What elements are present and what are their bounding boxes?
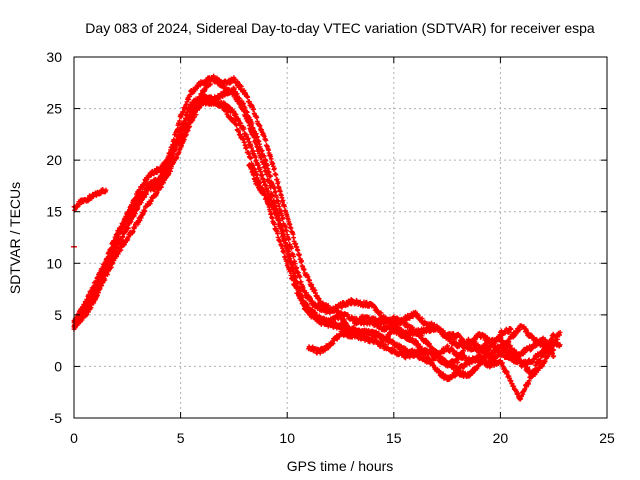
- data-point: [268, 173, 274, 179]
- data-point: [339, 304, 345, 310]
- data-point: [279, 195, 285, 201]
- data-point: [299, 258, 304, 264]
- data-point: [245, 94, 251, 100]
- data-point: [245, 135, 251, 141]
- data-point: [120, 234, 126, 240]
- data-point: [175, 126, 180, 132]
- data-point: [545, 354, 551, 359]
- data-point: [161, 174, 167, 180]
- data-point: [177, 118, 182, 124]
- data-point: [294, 265, 300, 271]
- data-point: [164, 167, 170, 173]
- data-point: [287, 268, 293, 274]
- data-point: [105, 272, 110, 277]
- data-point: [351, 324, 357, 330]
- data-points: [71, 73, 563, 402]
- data-point: [241, 126, 247, 132]
- data-point: [234, 122, 239, 128]
- data-point: [249, 120, 255, 126]
- data-point: [171, 137, 177, 143]
- data-point: [261, 153, 267, 159]
- data-point: [180, 110, 186, 116]
- data-point: [280, 215, 286, 221]
- data-point: [244, 145, 250, 151]
- data-point: [108, 250, 114, 256]
- data-point: [248, 155, 254, 161]
- data-point: [251, 106, 257, 112]
- data-point: [289, 245, 294, 251]
- data-point: [317, 350, 323, 356]
- data-point: [179, 128, 185, 134]
- data-point: [159, 178, 165, 184]
- data-point: [274, 176, 280, 182]
- data-point: [281, 249, 287, 255]
- data-point: [291, 254, 296, 259]
- data-point: [193, 112, 199, 118]
- data-point: [263, 138, 269, 143]
- data-point: [238, 120, 244, 126]
- data-point: [557, 342, 563, 348]
- data-point: [290, 276, 296, 282]
- data-point: [508, 326, 514, 332]
- data-point: [177, 132, 183, 138]
- data-point: [292, 261, 298, 267]
- data-point: [378, 310, 384, 316]
- data-point: [228, 80, 234, 86]
- data-point: [279, 228, 285, 234]
- data-point: [102, 267, 108, 273]
- data-point: [102, 277, 108, 283]
- data-point: [286, 237, 292, 243]
- series-track-7: [306, 326, 514, 383]
- data-point: [284, 246, 290, 252]
- data-point: [288, 260, 294, 265]
- data-point: [293, 285, 299, 291]
- series-track-1: [71, 186, 109, 213]
- data-point: [551, 353, 557, 359]
- data-point: [274, 194, 279, 200]
- data-point: [555, 336, 560, 342]
- data-point: [275, 179, 281, 185]
- data-point: [133, 206, 139, 212]
- series-track-6: [71, 93, 557, 373]
- data-point: [483, 344, 489, 349]
- data-point: [551, 333, 557, 338]
- data-point: [297, 252, 302, 257]
- data-point: [167, 161, 173, 167]
- data-point: [273, 172, 279, 178]
- data-point: [542, 343, 548, 349]
- data-point: [244, 132, 250, 138]
- data-point: [504, 369, 510, 375]
- data-point: [130, 229, 136, 234]
- data-point: [422, 351, 428, 357]
- data-point: [254, 134, 260, 140]
- data-point: [272, 165, 277, 171]
- data-point: [142, 208, 148, 214]
- data-point: [108, 265, 114, 270]
- data-point: [208, 81, 213, 87]
- data-point: [284, 258, 290, 264]
- series-track-8: [246, 162, 277, 213]
- data-point: [330, 341, 336, 347]
- data-point: [225, 109, 230, 115]
- data-point: [266, 169, 272, 175]
- data-point: [557, 329, 563, 335]
- data-point: [88, 298, 94, 304]
- data-point: [272, 222, 277, 227]
- data-point: [299, 297, 304, 302]
- data-point: [232, 86, 237, 92]
- data-point: [125, 225, 131, 231]
- data-point: [175, 139, 180, 145]
- data-point: [297, 274, 303, 280]
- data-point: [280, 198, 286, 203]
- data-point: [103, 187, 109, 193]
- data-point: [309, 282, 315, 287]
